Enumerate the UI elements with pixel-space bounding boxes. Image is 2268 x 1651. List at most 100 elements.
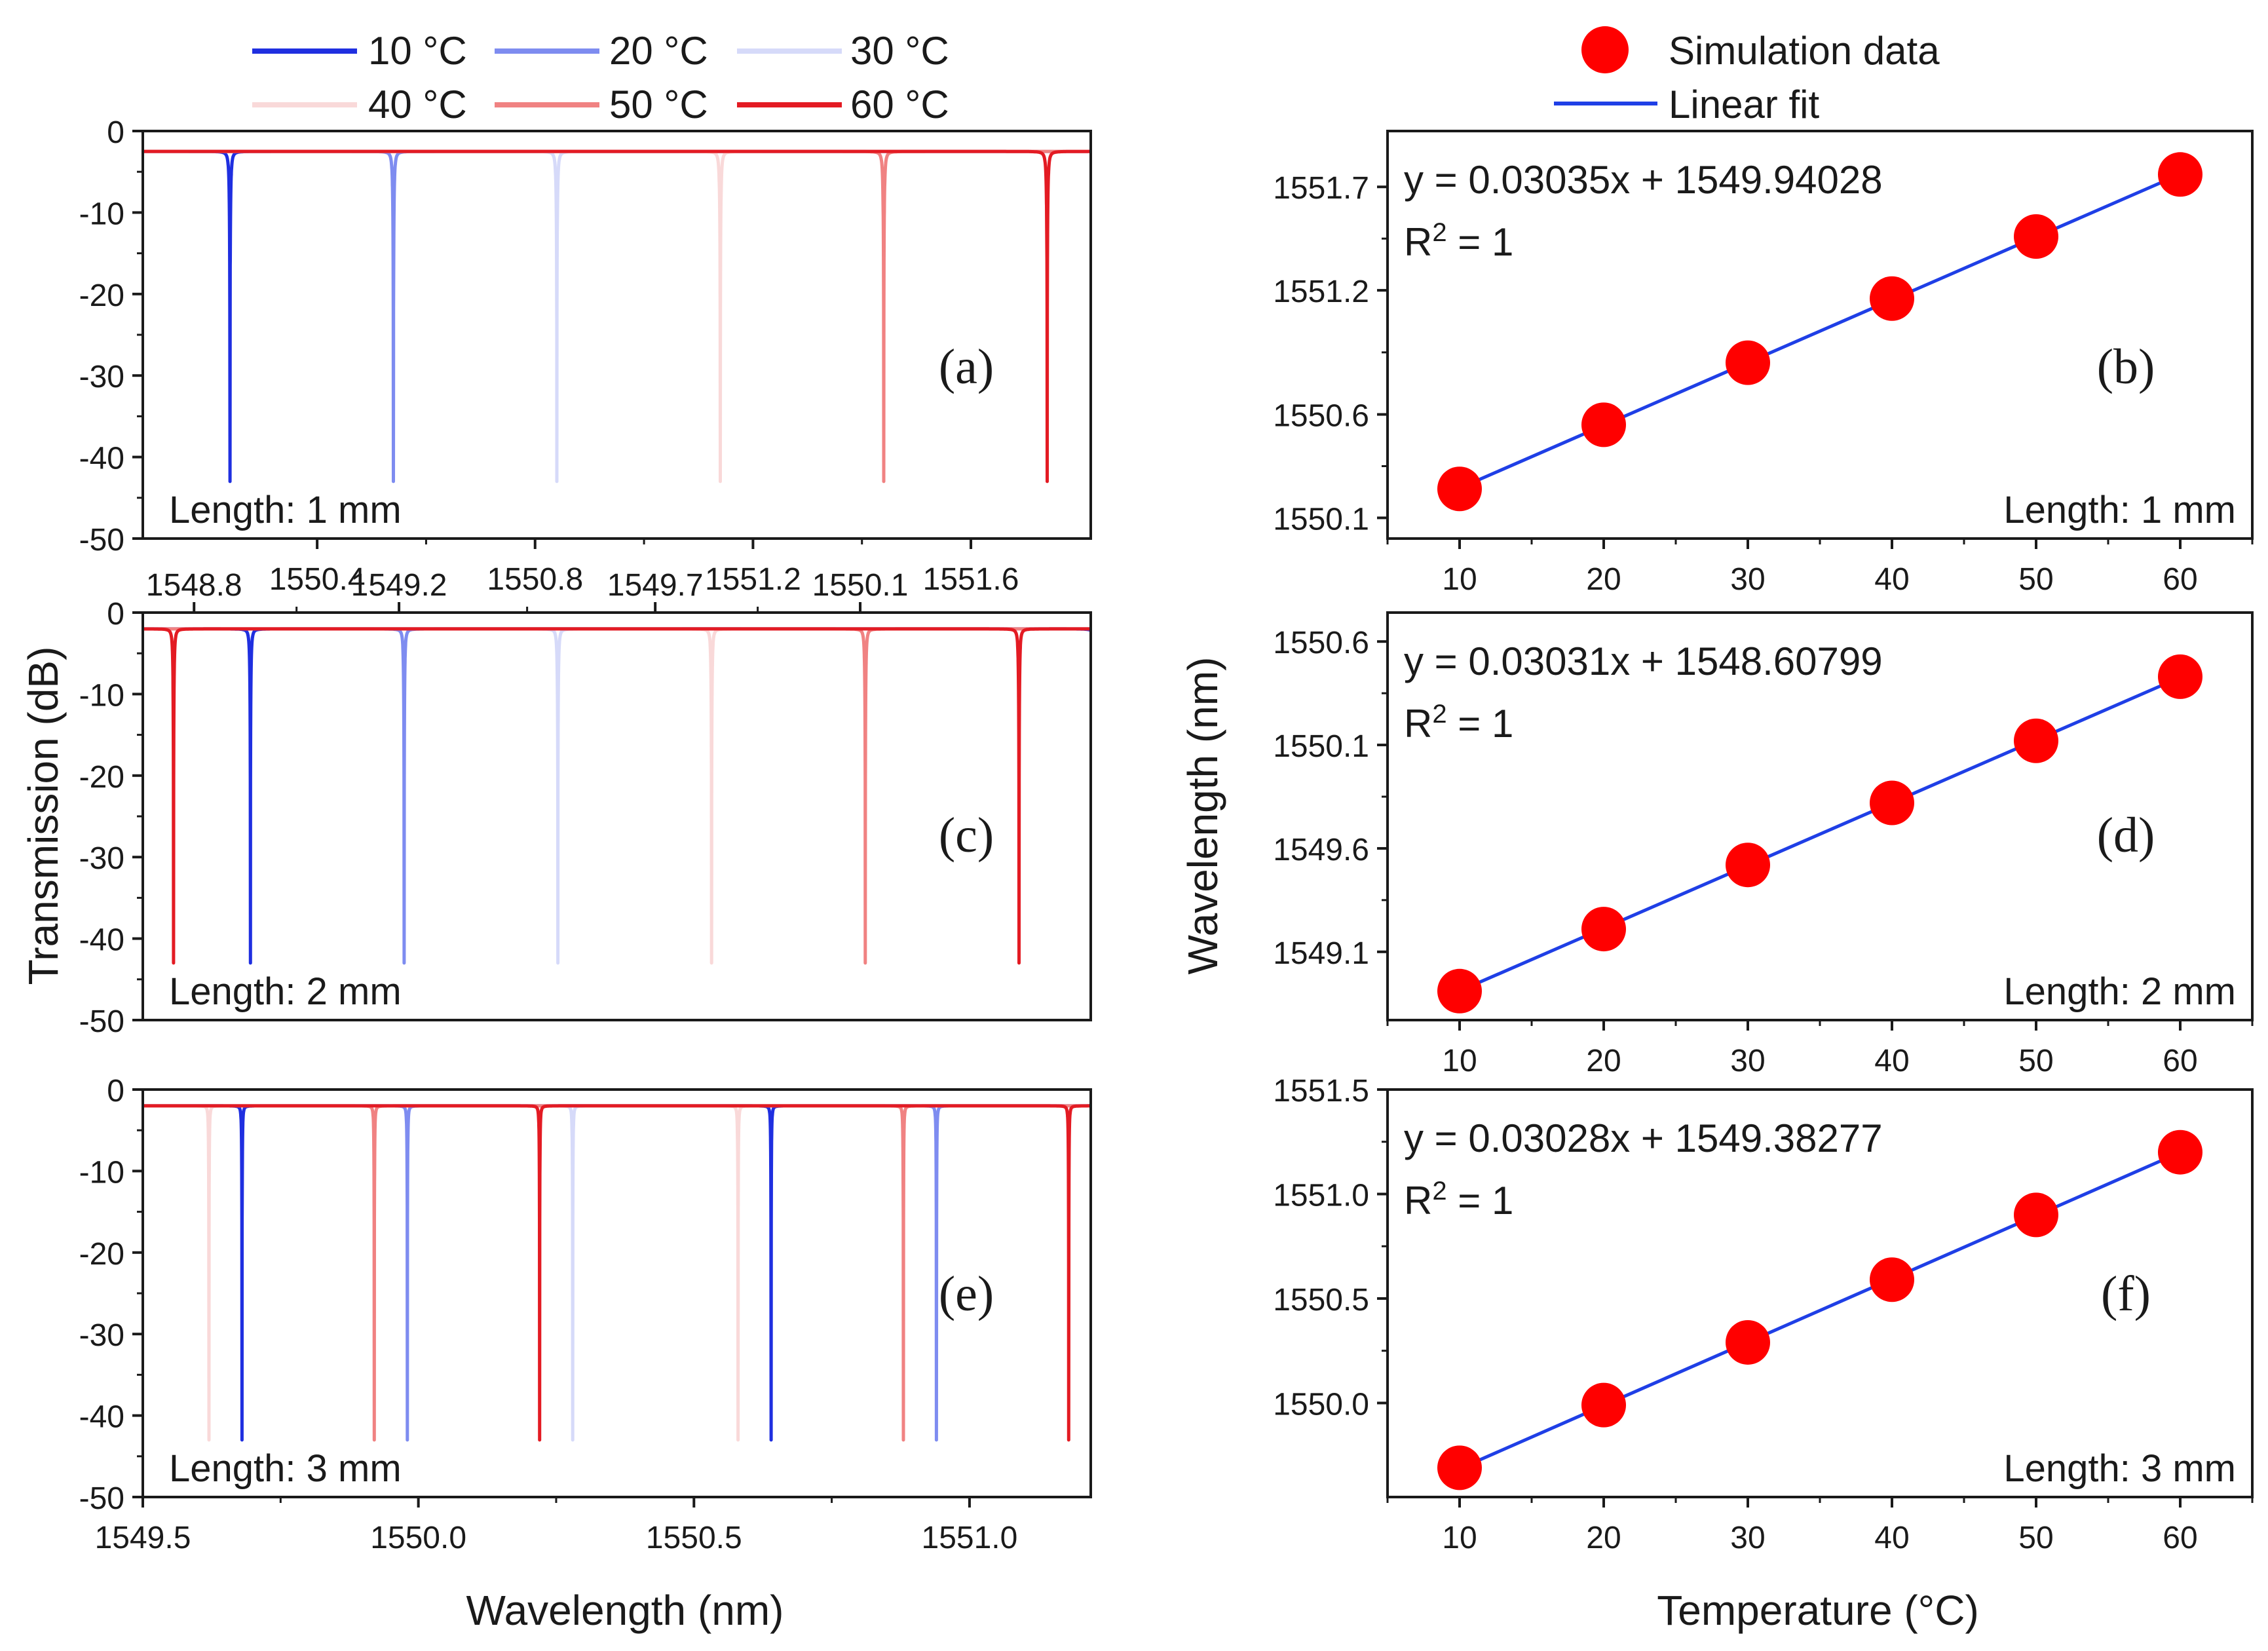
y-tick-label-d-3: 1550.6 <box>1273 626 1369 660</box>
y-tick-label-b-0: 1550.1 <box>1273 502 1369 537</box>
y-tick-label-a-1: -10 <box>79 197 124 231</box>
fit-line-d <box>1459 675 2181 993</box>
data-point-b-60 <box>2158 152 2202 197</box>
x-tick-label-f-0: 10 <box>1442 1521 1477 1555</box>
legend-label-60: 60 °C <box>850 83 949 126</box>
data-point-d-40 <box>1870 780 1914 826</box>
y-tick-label-e-2: -20 <box>79 1237 124 1272</box>
x-tick-label-c-0: 1548.8 <box>146 568 242 603</box>
x-tick-label-d-2: 30 <box>1730 1044 1765 1078</box>
plot-area-e <box>143 1104 1091 1442</box>
panel-f-fit-3mm: y = 0.03028x + 1549.38277 R2 = 1 1550.0 155… <box>1273 1074 2254 1555</box>
y-tick-label-c-3: -30 <box>79 841 124 876</box>
panel-label-f: (f) <box>2101 1266 2151 1321</box>
x-tick-label-b-1: 20 <box>1586 562 1621 597</box>
right-x-axis-title: Temperature (°C) <box>1657 1587 1979 1634</box>
y-tick-label-d-0: 1549.1 <box>1273 936 1369 971</box>
data-point-f-20 <box>1581 1382 1626 1428</box>
left-x-axis-title: Wavelength (nm) <box>466 1587 784 1634</box>
panel-a-transmission-1mm: 0 -10 -20 -30 -40 -50 1550.4 1550.8 1551.2 1551.6… <box>79 115 1092 597</box>
data-point-b-20 <box>1581 402 1626 447</box>
y-tick-label-f-0: 1550.0 <box>1273 1387 1369 1422</box>
panel-label-b: (b) <box>2097 339 2155 394</box>
y-tick-label-e-0: 0 <box>107 1074 124 1109</box>
panel-label-a: (a) <box>939 339 994 394</box>
plot-area-c <box>143 627 1091 965</box>
legend-fit: Simulation data Linear fit <box>1554 26 1940 126</box>
panel-e-transmission-3mm: 0 -10 -20 -30 -40 -50 1549.5 1550.0 1550.5 1551.0… <box>79 1074 1092 1555</box>
fit-equation-b: y = 0.03035x + 1549.94028 <box>1404 158 1883 202</box>
fit-line-b <box>1459 172 2181 490</box>
y-tick-label-e-3: -30 <box>79 1318 124 1353</box>
data-point-d-50 <box>2014 718 2058 763</box>
plot-area-a <box>143 149 1091 484</box>
panel-label-d: (d) <box>2097 808 2155 863</box>
legend-label-50: 50 °C <box>609 83 708 126</box>
y-tick-label-c-0: 0 <box>107 597 124 632</box>
x-tick-label-f-4: 50 <box>2018 1521 2053 1555</box>
panel-label-c: (c) <box>939 808 994 863</box>
length-label-f: Length: 3 mm <box>2003 1447 2236 1490</box>
legend-label-30: 30 °C <box>850 29 949 73</box>
data-point-b-50 <box>2014 214 2058 259</box>
panel-b-fit-1mm: y = 0.03035x + 1549.94028 R2 = 1 1550.1 155… <box>1273 130 2254 597</box>
transmission-curve-a-60c <box>143 149 1091 484</box>
data-point-f-40 <box>1870 1257 1914 1302</box>
fit-r-squared-f: R2 = 1 <box>1404 1177 1513 1223</box>
data-point-b-10 <box>1437 466 1482 512</box>
x-tick-label-e-2: 1550.5 <box>646 1521 742 1555</box>
x-tick-label-b-4: 50 <box>2018 562 2053 597</box>
legend-label-20: 20 °C <box>609 29 708 73</box>
data-point-d-10 <box>1437 968 1482 1014</box>
x-tick-label-b-5: 60 <box>2163 562 2197 597</box>
right-y-axis-title: Wavelength (nm) <box>1179 657 1226 975</box>
y-tick-label-e-4: -40 <box>79 1400 124 1435</box>
y-tick-label-c-5: -50 <box>79 1004 124 1039</box>
left-y-axis-title: Transmission (dB) <box>20 647 67 985</box>
y-tick-label-e-5: -50 <box>79 1481 124 1516</box>
panel-d-fit-2mm: y = 0.03031x + 1548.60799 R2 = 1 1549.1 154… <box>1273 611 2254 1078</box>
x-tick-label-b-3: 40 <box>1874 562 1909 597</box>
y-tick-label-f-2: 1551.0 <box>1273 1178 1369 1213</box>
y-tick-label-a-5: -50 <box>79 523 124 558</box>
y-tick-label-c-1: -10 <box>79 678 124 713</box>
fit-equation-f: y = 0.03028x + 1549.38277 <box>1404 1116 1883 1160</box>
y-tick-label-b-2: 1551.2 <box>1273 275 1369 309</box>
data-point-b-40 <box>1870 276 1914 321</box>
x-tick-label-c-3: 1550.1 <box>812 568 909 603</box>
x-tick-label-a-1: 1550.8 <box>487 562 583 597</box>
legend-label-10: 10 °C <box>368 29 467 73</box>
x-tick-label-f-3: 40 <box>1874 1521 1909 1555</box>
data-point-f-60 <box>2158 1129 2202 1175</box>
x-tick-label-b-2: 30 <box>1730 562 1765 597</box>
y-tick-label-a-4: -40 <box>79 442 124 476</box>
legend-marker-simulation <box>1581 26 1629 73</box>
fit-line-f <box>1458 1150 2182 1471</box>
length-label-a: Length: 1 mm <box>169 489 402 531</box>
x-tick-label-c-2: 1549.7 <box>607 568 704 603</box>
fit-r-squared-b: R2 = 1 <box>1404 218 1513 264</box>
x-tick-label-d-4: 50 <box>2018 1044 2053 1078</box>
plot-area-b <box>1437 152 2202 512</box>
fit-r-squared-d: R2 = 1 <box>1404 700 1513 746</box>
x-tick-label-a-0: 1550.4 <box>269 562 366 597</box>
x-tick-label-f-1: 20 <box>1586 1521 1621 1555</box>
length-label-e: Length: 3 mm <box>169 1447 402 1490</box>
x-tick-label-d-0: 10 <box>1442 1044 1477 1078</box>
x-tick-label-d-3: 40 <box>1874 1044 1909 1078</box>
length-label-b: Length: 1 mm <box>2003 489 2236 531</box>
y-tick-label-d-1: 1549.6 <box>1273 833 1369 867</box>
data-point-f-30 <box>1726 1319 1770 1365</box>
y-tick-label-b-1: 1550.6 <box>1273 399 1369 434</box>
legend-temperature: 10 °C 20 °C 30 °C 40 °C 50 °C 60 °C <box>252 29 949 126</box>
fit-equation-d: y = 0.03031x + 1548.60799 <box>1404 639 1883 683</box>
x-tick-label-d-1: 20 <box>1586 1044 1621 1078</box>
plot-area-d <box>1437 654 2202 1014</box>
y-tick-label-f-3: 1551.5 <box>1273 1074 1369 1109</box>
x-tick-label-e-3: 1551.0 <box>922 1521 1018 1555</box>
length-label-c: Length: 2 mm <box>169 970 402 1013</box>
y-tick-label-f-1: 1550.5 <box>1273 1283 1369 1318</box>
y-tick-label-b-3: 1551.7 <box>1273 171 1369 206</box>
